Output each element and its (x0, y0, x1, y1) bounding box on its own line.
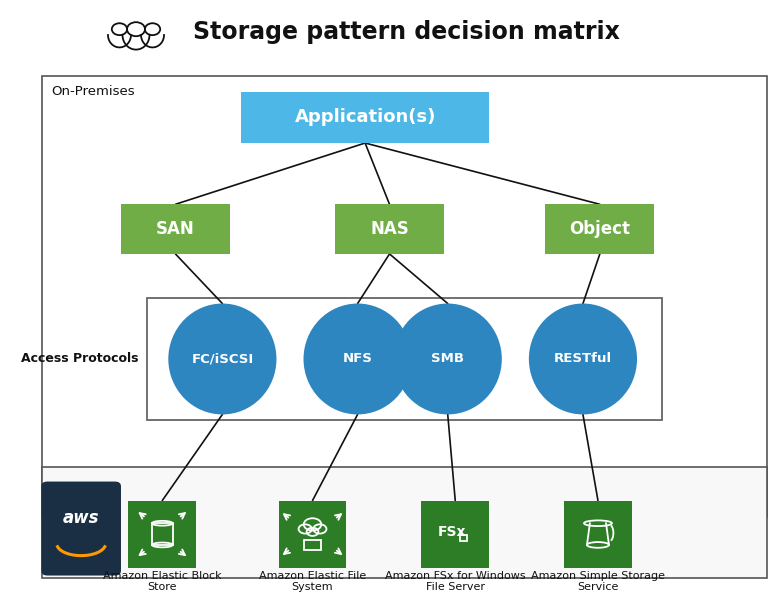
Ellipse shape (393, 303, 502, 415)
Text: NAS: NAS (370, 220, 409, 238)
Text: Access Protocols: Access Protocols (21, 352, 138, 365)
Text: FC/iSCSI: FC/iSCSI (192, 352, 253, 365)
Text: Amazon Simple Storage
Service: Amazon Simple Storage Service (531, 571, 665, 592)
FancyBboxPatch shape (147, 298, 662, 420)
FancyBboxPatch shape (42, 467, 767, 578)
Text: On-Premises: On-Premises (51, 84, 135, 98)
Text: SAN: SAN (156, 220, 195, 238)
Text: Application(s): Application(s) (294, 108, 436, 126)
Ellipse shape (168, 303, 277, 415)
FancyBboxPatch shape (278, 500, 346, 568)
Text: NFS: NFS (343, 352, 372, 365)
Text: Amazon FSx for Windows
File Server: Amazon FSx for Windows File Server (385, 571, 526, 592)
Ellipse shape (529, 303, 637, 415)
Ellipse shape (303, 303, 411, 415)
FancyBboxPatch shape (421, 500, 489, 568)
Text: Amazon Elastic File
System: Amazon Elastic File System (259, 571, 366, 592)
Text: FSx: FSx (438, 525, 467, 539)
Text: SMB: SMB (431, 352, 465, 365)
FancyBboxPatch shape (241, 92, 489, 143)
FancyBboxPatch shape (121, 204, 230, 254)
Text: RESTful: RESTful (554, 352, 612, 365)
Text: Storage pattern decision matrix: Storage pattern decision matrix (193, 20, 620, 44)
FancyBboxPatch shape (42, 76, 767, 516)
FancyBboxPatch shape (335, 204, 444, 254)
FancyBboxPatch shape (545, 204, 655, 254)
FancyBboxPatch shape (128, 500, 196, 568)
Text: Amazon Elastic Block
Store: Amazon Elastic Block Store (103, 571, 221, 592)
Text: aws: aws (63, 509, 99, 527)
Text: Object: Object (569, 220, 630, 238)
FancyBboxPatch shape (564, 500, 632, 568)
FancyBboxPatch shape (41, 481, 121, 575)
